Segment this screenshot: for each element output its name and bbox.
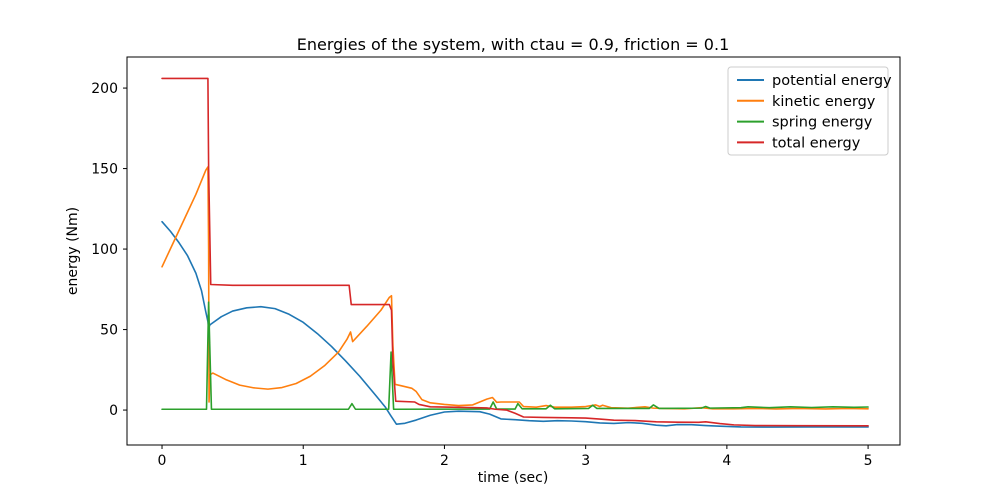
legend-box <box>727 66 889 156</box>
y-tick-label: 0 <box>109 403 118 419</box>
x-tick-label: 3 <box>581 453 590 469</box>
y-tick-label: 150 <box>91 162 118 178</box>
legend-label-kinetic-energy: kinetic energy <box>772 94 876 110</box>
legend-label-potential-energy: potential energy <box>772 73 892 89</box>
x-tick-label: 4 <box>722 453 731 469</box>
chart-title: Energies of the system, with ctau = 0.9,… <box>297 35 730 54</box>
y-tick-label: 100 <box>91 242 118 258</box>
legend-label-total-energy: total energy <box>772 135 861 151</box>
series-line-spring-energy <box>161 301 869 411</box>
x-tick-label: 0 <box>158 453 167 469</box>
x-tick-label: 2 <box>440 453 449 469</box>
x-axis-label: time (sec) <box>478 470 549 486</box>
y-tick-label: 50 <box>100 323 118 339</box>
y-axis-label: energy (Nm) <box>65 207 81 295</box>
x-tick-label: 1 <box>299 453 308 469</box>
series-line-total-energy <box>161 77 869 427</box>
legend-label-spring-energy: spring energy <box>772 115 873 131</box>
series-line-kinetic-energy <box>161 166 869 410</box>
y-tick-label: 200 <box>91 81 118 97</box>
x-tick-label: 5 <box>864 453 873 469</box>
